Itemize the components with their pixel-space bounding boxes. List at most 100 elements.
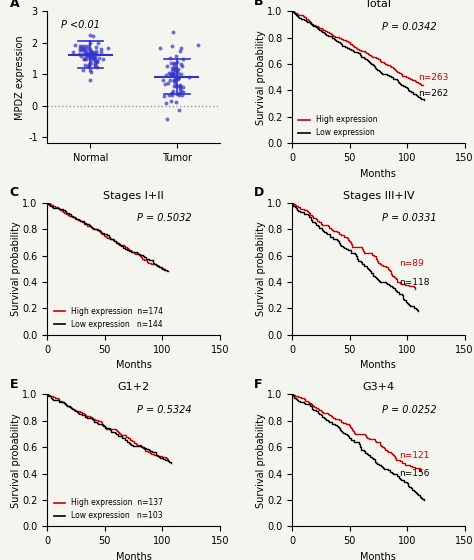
- Title: Total: Total: [365, 0, 392, 9]
- Y-axis label: MPDZ expression: MPDZ expression: [15, 35, 25, 120]
- Point: [176, 81, 183, 90]
- Text: n=262: n=262: [418, 88, 448, 98]
- Point: [175, 105, 183, 114]
- Point: [89, 53, 96, 62]
- Point: [178, 87, 185, 96]
- Point: [168, 69, 175, 78]
- Text: P = 0.0252: P = 0.0252: [382, 405, 437, 415]
- Text: F: F: [254, 377, 263, 391]
- Point: [167, 96, 174, 105]
- Point: [174, 73, 182, 82]
- Point: [99, 55, 106, 64]
- Text: n=156: n=156: [399, 469, 429, 478]
- Title: Stages I+II: Stages I+II: [103, 190, 164, 200]
- Text: D: D: [254, 186, 264, 199]
- Point: [185, 73, 193, 82]
- Point: [175, 90, 182, 99]
- Point: [89, 54, 97, 63]
- Point: [173, 66, 181, 74]
- Point: [85, 62, 93, 71]
- Point: [175, 88, 183, 97]
- Point: [172, 81, 180, 90]
- Point: [84, 62, 92, 71]
- X-axis label: Months: Months: [360, 552, 396, 560]
- Point: [164, 114, 171, 123]
- Point: [173, 52, 180, 60]
- Point: [76, 42, 84, 51]
- Text: E: E: [9, 377, 18, 391]
- Point: [170, 64, 177, 73]
- Point: [89, 31, 97, 40]
- Title: G1+2: G1+2: [118, 382, 150, 392]
- Point: [93, 57, 100, 66]
- Point: [85, 53, 92, 62]
- Title: G3+4: G3+4: [362, 382, 394, 392]
- Point: [173, 72, 181, 81]
- X-axis label: Months: Months: [360, 360, 396, 370]
- Point: [177, 69, 185, 78]
- Point: [80, 55, 87, 64]
- Point: [92, 43, 100, 52]
- Point: [78, 42, 86, 51]
- Point: [90, 50, 97, 59]
- Point: [162, 98, 170, 107]
- Point: [170, 77, 177, 86]
- Point: [167, 58, 174, 67]
- Point: [168, 66, 175, 75]
- Point: [91, 58, 99, 67]
- Point: [86, 75, 93, 84]
- Point: [81, 44, 88, 53]
- Point: [178, 62, 186, 71]
- Point: [179, 87, 186, 96]
- Legend: High expression  n=174, Low expression   n=144: High expression n=174, Low expression n=…: [51, 305, 165, 331]
- Point: [91, 60, 99, 69]
- Point: [86, 66, 93, 74]
- Point: [84, 50, 91, 59]
- Point: [91, 52, 99, 60]
- Point: [80, 50, 87, 59]
- Point: [170, 27, 177, 36]
- Point: [168, 88, 176, 97]
- Point: [88, 49, 95, 58]
- Point: [87, 51, 94, 60]
- Point: [163, 61, 171, 70]
- Point: [171, 62, 178, 71]
- Point: [169, 86, 177, 95]
- Point: [175, 68, 182, 77]
- Text: n=118: n=118: [399, 278, 429, 287]
- Text: B: B: [254, 0, 264, 8]
- Text: P = 0.5032: P = 0.5032: [137, 213, 191, 223]
- Point: [82, 48, 90, 57]
- Point: [83, 50, 91, 59]
- Point: [171, 68, 178, 77]
- Point: [166, 69, 174, 78]
- Point: [173, 90, 181, 99]
- Point: [82, 54, 90, 63]
- Point: [86, 50, 94, 59]
- Text: P = 0.0342: P = 0.0342: [382, 22, 437, 32]
- Text: n=263: n=263: [418, 73, 448, 82]
- Point: [82, 51, 90, 60]
- Point: [165, 91, 173, 100]
- Point: [92, 46, 100, 55]
- Point: [177, 43, 185, 52]
- Point: [174, 74, 182, 83]
- Point: [95, 54, 103, 63]
- Point: [176, 85, 183, 94]
- Point: [168, 88, 176, 97]
- Point: [86, 39, 94, 48]
- Legend: High expression, Low expression: High expression, Low expression: [296, 113, 380, 139]
- Point: [87, 59, 94, 68]
- Point: [179, 55, 187, 64]
- Point: [91, 55, 99, 64]
- Point: [81, 60, 89, 69]
- Point: [83, 45, 91, 54]
- Point: [82, 49, 90, 58]
- Point: [94, 38, 101, 47]
- Point: [89, 47, 96, 56]
- Text: n=121: n=121: [399, 451, 429, 460]
- Point: [171, 76, 178, 85]
- Point: [171, 71, 179, 80]
- Point: [173, 57, 181, 66]
- Point: [97, 45, 105, 54]
